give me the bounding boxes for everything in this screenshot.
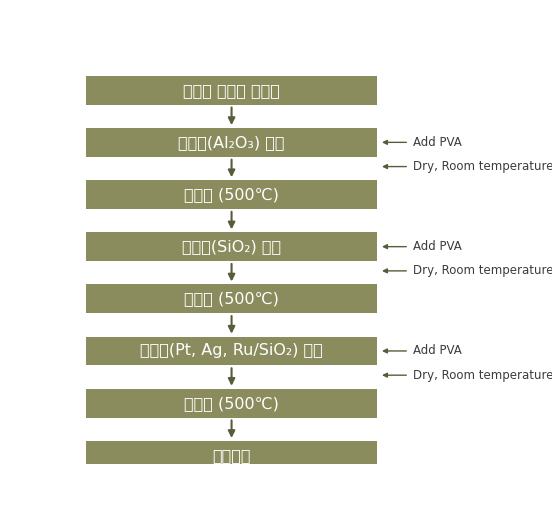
Text: 다공성 세라믹 지지체: 다공성 세라믹 지지체 (183, 83, 280, 98)
Text: Add PVA: Add PVA (412, 136, 461, 149)
Text: 열처리 (500℃): 열처리 (500℃) (184, 395, 279, 411)
Text: Add PVA: Add PVA (412, 344, 461, 357)
Text: 중간층(SiO₂) 코팅: 중간층(SiO₂) 코팅 (182, 239, 281, 254)
Bar (86, 441, 377, 470)
Text: Dry, Room temperature: Dry, Room temperature (412, 264, 552, 277)
Bar (86, 337, 377, 365)
Bar (86, 180, 377, 209)
Bar (86, 76, 377, 105)
Text: 열처리 (500℃): 열처리 (500℃) (184, 187, 279, 202)
Text: Add PVA: Add PVA (412, 240, 461, 253)
Text: 촉매층(Pt, Ag, Ru/SiO₂) 코팅: 촉매층(Pt, Ag, Ru/SiO₂) 코팅 (140, 343, 323, 358)
Text: Dry, Room temperature: Dry, Room temperature (412, 369, 552, 382)
Text: 특성평가: 특성평가 (213, 448, 251, 463)
Text: Dry, Room temperature: Dry, Room temperature (412, 160, 552, 173)
Bar (86, 128, 377, 157)
Bar (86, 232, 377, 261)
Text: 열처리 (500℃): 열처리 (500℃) (184, 291, 279, 306)
Text: 중간층(Al₂O₃) 코팅: 중간층(Al₂O₃) 코팅 (178, 135, 285, 150)
Bar (86, 284, 377, 313)
Bar (86, 389, 377, 417)
